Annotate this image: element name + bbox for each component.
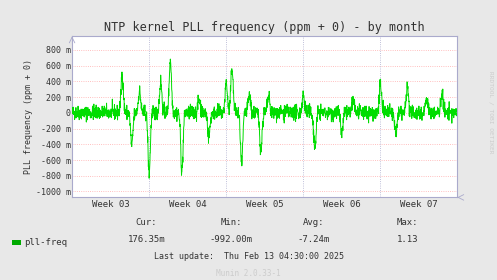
Y-axis label: PLL frequency (ppm + 0): PLL frequency (ppm + 0): [24, 59, 33, 174]
Text: -7.24m: -7.24m: [297, 235, 329, 244]
Text: RRDTOOL / TOBI OETIKER: RRDTOOL / TOBI OETIKER: [488, 71, 493, 153]
Text: pll-freq: pll-freq: [24, 238, 67, 247]
Text: 1.13: 1.13: [397, 235, 418, 244]
Text: Avg:: Avg:: [302, 218, 324, 227]
Text: Max:: Max:: [397, 218, 418, 227]
Title: NTP kernel PLL frequency (ppm + 0) - by month: NTP kernel PLL frequency (ppm + 0) - by …: [104, 21, 425, 34]
Text: -992.00m: -992.00m: [210, 235, 252, 244]
Text: Cur:: Cur:: [136, 218, 158, 227]
Text: Munin 2.0.33-1: Munin 2.0.33-1: [216, 269, 281, 278]
Text: 176.35m: 176.35m: [128, 235, 166, 244]
Text: Min:: Min:: [220, 218, 242, 227]
Text: Last update:  Thu Feb 13 04:30:00 2025: Last update: Thu Feb 13 04:30:00 2025: [154, 252, 343, 261]
